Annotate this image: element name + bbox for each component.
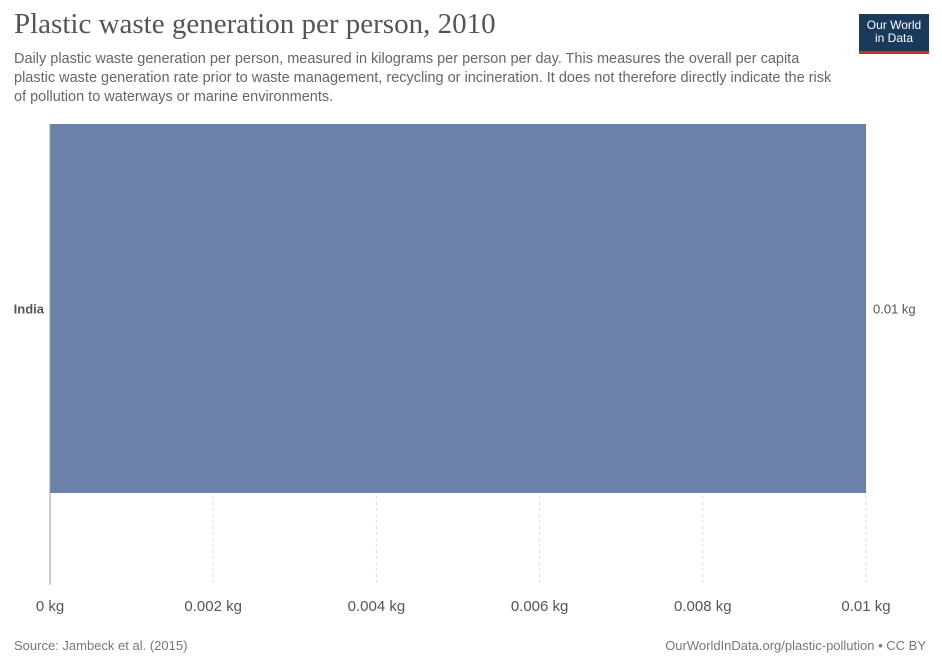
x-tick-label: 0.006 kg [511, 598, 569, 615]
x-tick-label: 0.002 kg [184, 598, 242, 615]
x-tick-label: 0 kg [36, 598, 64, 615]
labels: 0 kg 0.002 kg 0.004 kg 0.006 kg 0.008 kg 0.01… [14, 302, 916, 616]
x-tick-label: 0.01 kg [841, 598, 890, 615]
credit-link[interactable]: OurWorldInData.org/plastic-pollution • C… [665, 638, 926, 653]
logo-line-1: Our World [866, 18, 922, 32]
bars [50, 124, 866, 493]
source-note: Source: Jambeck et al. (2015) [14, 638, 188, 653]
category-label: India [14, 302, 45, 317]
owid-logo[interactable]: Our World in Data [859, 14, 929, 54]
x-tick-label: 0.008 kg [674, 598, 732, 615]
x-tick-label: 0.004 kg [348, 598, 406, 615]
chart-subtitle: Daily plastic waste generation per perso… [14, 51, 832, 105]
value-label: 0.01 kg [873, 302, 916, 317]
chart-title: Plastic waste generation per person, 201… [14, 8, 496, 40]
bar-india[interactable] [50, 124, 866, 493]
logo-line-2: in Data [874, 31, 914, 45]
